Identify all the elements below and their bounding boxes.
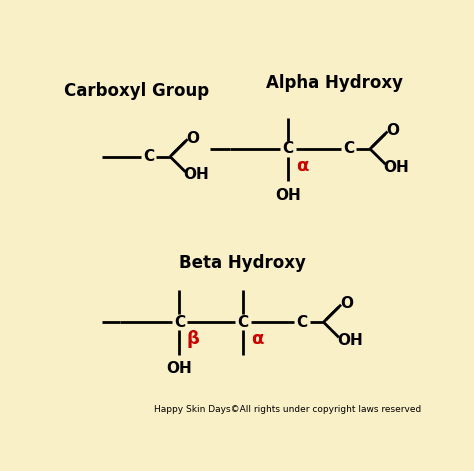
Text: O: O: [340, 296, 353, 311]
Text: OH: OH: [383, 160, 409, 175]
Text: C: C: [283, 141, 293, 156]
Text: O: O: [187, 131, 200, 146]
Text: C: C: [174, 315, 185, 330]
Text: OH: OH: [166, 361, 192, 376]
Text: C: C: [143, 149, 154, 164]
Text: α: α: [296, 157, 308, 175]
Text: C: C: [237, 315, 248, 330]
Text: β: β: [187, 330, 200, 348]
Text: OH: OH: [337, 333, 363, 348]
Text: C: C: [343, 141, 354, 156]
Text: OH: OH: [275, 187, 301, 203]
Text: OH: OH: [183, 168, 209, 182]
Text: C: C: [296, 315, 307, 330]
Text: Happy Skin Days©All rights under copyright laws reserved: Happy Skin Days©All rights under copyrig…: [154, 405, 421, 414]
Text: Beta Hydroxy: Beta Hydroxy: [180, 254, 306, 272]
Text: Carboxyl Group: Carboxyl Group: [64, 82, 210, 100]
Text: O: O: [387, 123, 400, 138]
Text: α: α: [251, 330, 263, 348]
Text: Alpha Hydroxy: Alpha Hydroxy: [266, 74, 403, 92]
